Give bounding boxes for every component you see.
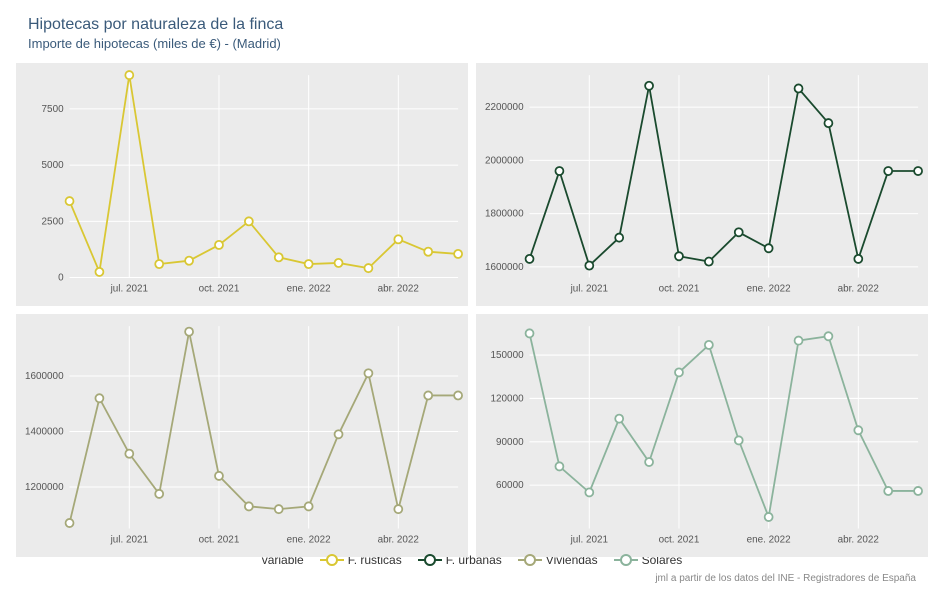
svg-text:60000: 60000 xyxy=(496,480,524,491)
svg-text:150000: 150000 xyxy=(491,350,524,361)
svg-text:1200000: 1200000 xyxy=(25,482,64,493)
svg-text:oct. 2021: oct. 2021 xyxy=(199,284,240,295)
svg-text:ene. 2022: ene. 2022 xyxy=(287,284,331,295)
svg-text:120000: 120000 xyxy=(491,393,524,404)
svg-text:1600000: 1600000 xyxy=(485,262,524,273)
svg-text:7500: 7500 xyxy=(42,104,64,115)
svg-text:jul. 2021: jul. 2021 xyxy=(110,535,149,546)
panel-viviendas: 1200000 1400000 1600000 jul. 2021 oct. 2021 e… xyxy=(16,314,468,557)
svg-text:oct. 2021: oct. 2021 xyxy=(199,535,240,546)
svg-text:jul. 2021: jul. 2021 xyxy=(570,284,609,295)
svg-text:jul. 2021: jul. 2021 xyxy=(570,535,609,546)
svg-text:1800000: 1800000 xyxy=(485,209,524,220)
svg-text:oct. 2021: oct. 2021 xyxy=(659,284,700,295)
panel-urbanas: 1600000 1800000 2000000 2200000 jul. 2021 oct… xyxy=(476,63,928,306)
svg-text:2000000: 2000000 xyxy=(485,155,524,166)
svg-text:abr. 2022: abr. 2022 xyxy=(378,535,420,546)
svg-text:90000: 90000 xyxy=(496,437,524,448)
chart-grid: 0 2500 5000 7500 jul. 2021 oct. 2021 ene. 2022… xyxy=(16,63,928,543)
svg-text:abr. 2022: abr. 2022 xyxy=(838,535,880,546)
chart-subtitle: Importe de hipotecas (miles de €) - (Mad… xyxy=(28,36,928,51)
svg-text:5000: 5000 xyxy=(42,160,64,171)
svg-text:ene. 2022: ene. 2022 xyxy=(287,535,331,546)
svg-text:abr. 2022: abr. 2022 xyxy=(378,284,420,295)
svg-text:jul. 2021: jul. 2021 xyxy=(110,284,149,295)
svg-text:0: 0 xyxy=(58,273,64,284)
chart-caption: jml a partir de los datos del INE - Regi… xyxy=(16,573,916,584)
svg-text:ene. 2022: ene. 2022 xyxy=(747,535,791,546)
panel-solares: 60000 90000 120000 150000 jul. 2021 oct. 2021… xyxy=(476,314,928,557)
svg-text:2200000: 2200000 xyxy=(485,102,524,113)
svg-text:1400000: 1400000 xyxy=(25,426,64,437)
chart-title: Hipotecas por naturaleza de la finca xyxy=(28,16,928,34)
svg-text:1600000: 1600000 xyxy=(25,371,64,382)
svg-text:oct. 2021: oct. 2021 xyxy=(659,535,700,546)
svg-text:abr. 2022: abr. 2022 xyxy=(838,284,880,295)
svg-text:2500: 2500 xyxy=(42,216,64,227)
panel-rusticas: 0 2500 5000 7500 jul. 2021 oct. 2021 ene. 2022… xyxy=(16,63,468,306)
svg-text:ene. 2022: ene. 2022 xyxy=(747,284,791,295)
